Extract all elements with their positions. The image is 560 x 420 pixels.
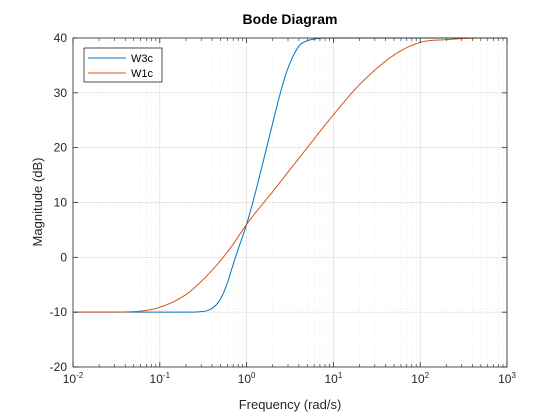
x-tick-label: 103 — [498, 371, 516, 386]
y-tick-label: -20 — [50, 360, 68, 374]
series-line-w1c — [73, 37, 507, 313]
legend-box — [83, 47, 163, 83]
legend-label-w3c: W3c — [131, 53, 154, 65]
y-tick-label: 10 — [54, 196, 68, 210]
y-axis-label: Magnitude (dB) — [30, 158, 45, 247]
x-tick-label: 100 — [238, 371, 256, 386]
tick-labels: 10-2 10-1 100 101 102 103 -20 -10 0 10 20 30 40 — [50, 31, 517, 386]
ticks — [72, 37, 508, 368]
y-tick-label: -10 — [50, 305, 68, 319]
y-tick-label: 0 — [60, 250, 67, 264]
x-tick-label: 10-1 — [150, 371, 171, 386]
y-tick-label: 40 — [54, 31, 68, 45]
x-axis-label: Frequency (rad/s) — [239, 397, 342, 412]
legend-label-w1c: W1c — [131, 68, 154, 80]
y-tick-label: 20 — [54, 141, 68, 155]
y-tick-label: 30 — [54, 86, 68, 100]
x-tick-label: 102 — [411, 371, 429, 386]
x-tick-label: 101 — [324, 371, 342, 386]
chart-title: Bode Diagram — [243, 11, 338, 27]
legend: W3c W1c — [83, 47, 163, 83]
x-tick-label: 10-2 — [63, 371, 84, 386]
